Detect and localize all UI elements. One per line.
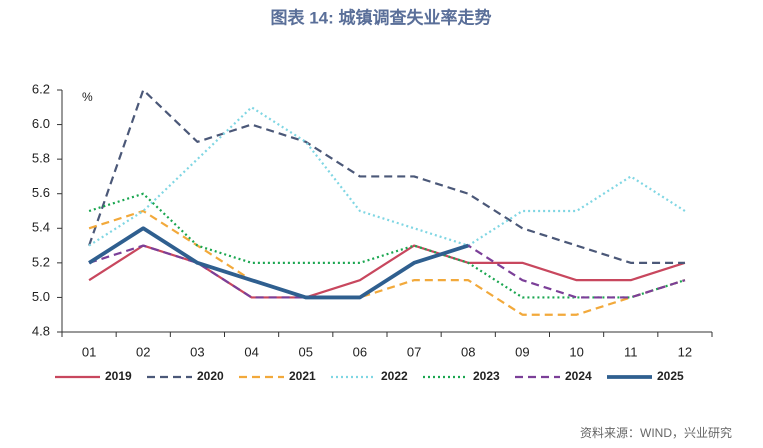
x-tick-label: 04 xyxy=(244,344,258,359)
legend-label: 2019 xyxy=(105,369,132,383)
x-tick-label: 07 xyxy=(407,344,421,359)
y-tick-label: 6.0 xyxy=(32,116,50,131)
y-tick-label: 5.6 xyxy=(32,185,50,200)
legend-label: 2020 xyxy=(197,369,224,383)
series-line xyxy=(88,88,685,264)
x-tick-label: 08 xyxy=(461,344,475,359)
legend-label: 2022 xyxy=(381,369,408,383)
x-tick-label: 03 xyxy=(190,344,204,359)
y-tick-label: 6.2 xyxy=(32,81,50,96)
x-tick-label: 05 xyxy=(299,344,313,359)
legend-label: 2024 xyxy=(565,369,592,383)
legend-label: 2021 xyxy=(289,369,316,383)
y-tick-label: 5.4 xyxy=(32,220,50,235)
legend-label: 2025 xyxy=(657,369,684,383)
series-line xyxy=(88,192,686,299)
series-line xyxy=(88,209,686,316)
x-tick-label: 02 xyxy=(136,344,150,359)
y-tick-label: 4.8 xyxy=(32,323,50,338)
source: 资料来源：WIND，兴业研究 xyxy=(580,425,732,440)
legend-label: 2023 xyxy=(473,369,500,383)
x-tick-label: 11 xyxy=(624,344,638,359)
x-tick-label: 09 xyxy=(515,344,529,359)
x-tick-label: 01 xyxy=(82,344,96,359)
y-unit: % xyxy=(82,90,93,104)
x-tick-label: 06 xyxy=(353,344,367,359)
series-line xyxy=(88,226,469,300)
x-tick-label: 12 xyxy=(678,344,692,359)
y-tick-label: 5.2 xyxy=(32,254,50,269)
chart-title: 图表 14: 城镇调查失业率走势 xyxy=(270,7,491,27)
series-line xyxy=(88,106,686,247)
y-tick-label: 5.0 xyxy=(32,289,50,304)
x-tick-label: 10 xyxy=(569,344,583,359)
y-tick-label: 5.8 xyxy=(32,151,50,166)
